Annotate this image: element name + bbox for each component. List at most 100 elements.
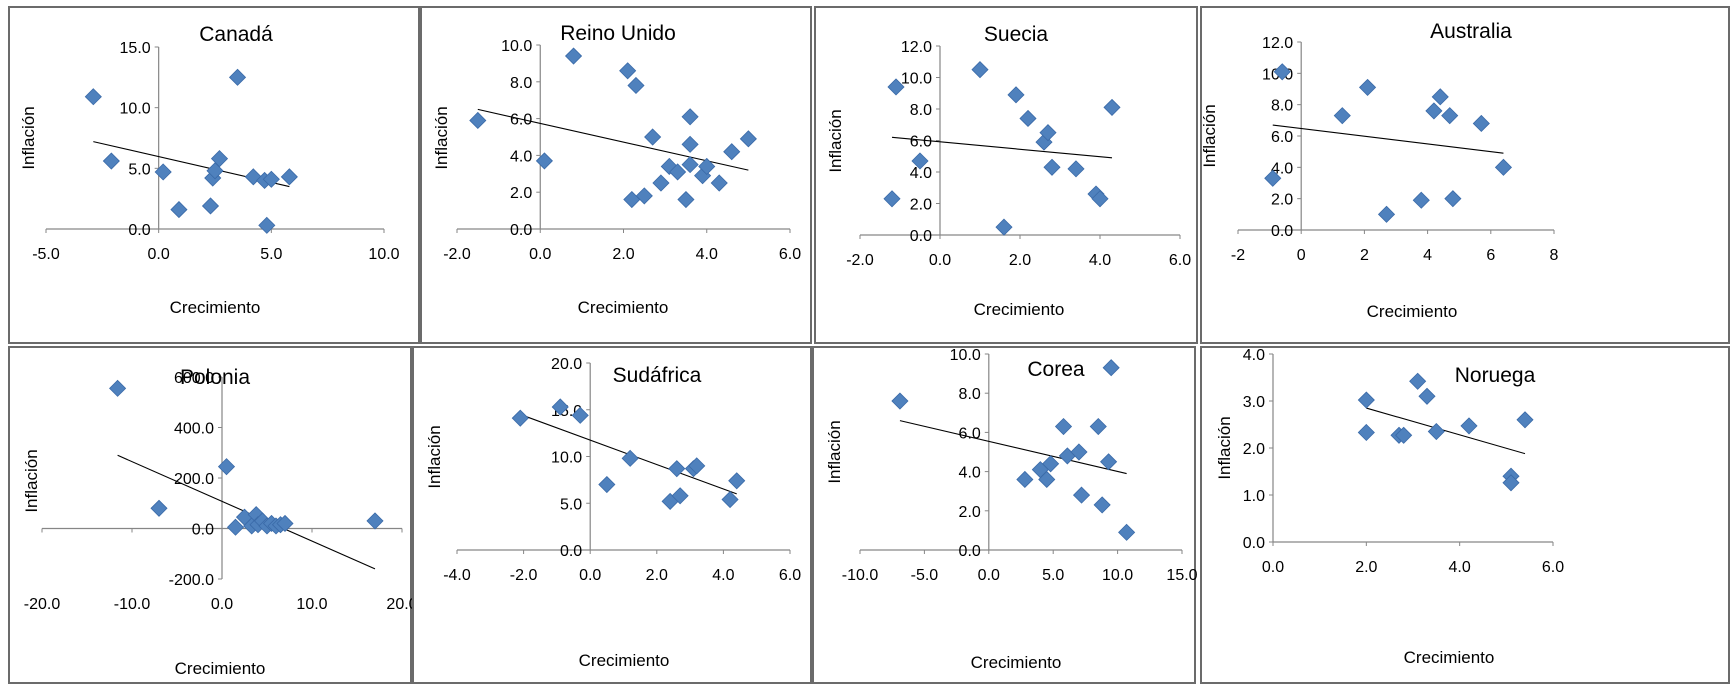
- data-point: [681, 156, 699, 174]
- y-tick-label: 2.0: [910, 197, 932, 214]
- y-axis-label: Inflación: [425, 425, 444, 488]
- y-tick-label: 8.0: [910, 102, 932, 119]
- scatter-chart-5: -200.0 0.0 200.0 400.0 600.0 -20.0 -10.0 0.0 10.…: [22, 366, 414, 678]
- chart-title: Canadá: [199, 23, 273, 46]
- data-point: [571, 406, 589, 424]
- scatter-chart-3: 0.0 2.0 4.0 6.0 8.0 10.0 12.0 -2.0 0.0 2.0 4.0 6.0 S…: [826, 23, 1191, 319]
- data-point: [1091, 190, 1109, 208]
- data-point: [971, 61, 989, 79]
- x-tick-label: -5.0: [32, 246, 60, 263]
- scatter-chart-4: 0.02.04.06.08.010.012.0-202468AustraliaC…: [1202, 20, 1559, 321]
- x-tick-label: 8: [1550, 247, 1559, 264]
- y-tick-label: 12.0: [901, 39, 932, 56]
- y-tick-label: 12.0: [1262, 35, 1293, 52]
- data-point: [1118, 523, 1136, 541]
- y-axis-label: Inflación: [432, 106, 451, 169]
- y-tick-label: 3.0: [1243, 394, 1265, 411]
- y-axis-label: Inflación: [826, 109, 845, 172]
- data-point: [627, 76, 645, 95]
- x-axis-label: Crecimiento: [175, 659, 266, 678]
- scatter-chart-1: 0.0 5.0 10.0 15.0 -5.0 0.0 5.0 10.0 Canadá Crecim…: [19, 23, 400, 317]
- data-point: [1357, 423, 1375, 442]
- data-point: [1264, 169, 1282, 187]
- data-point: [276, 514, 294, 533]
- data-point: [644, 128, 662, 146]
- x-tick-label: 2.0: [1355, 559, 1377, 576]
- y-axis-label: Inflación: [1215, 416, 1234, 479]
- x-tick-label: 6.0: [779, 246, 801, 263]
- data-point: [669, 163, 687, 181]
- data-point: [1377, 205, 1396, 223]
- chart-title: Sudáfrica: [613, 364, 702, 387]
- y-tick-label: 0.0: [1243, 535, 1265, 552]
- x-tick-label: -2: [1231, 247, 1245, 264]
- chart-panel-4: 0.02.04.06.08.010.012.0-202468AustraliaC…: [1200, 6, 1730, 344]
- scatter-chart-6: 0.05.010.015.020.0-4.0 -2.0 0.0 2.0 4.0 6.0Su…: [425, 356, 801, 670]
- x-tick-label: -2.0: [846, 252, 874, 269]
- data-point: [228, 68, 247, 86]
- x-tick-label: 15.0: [1166, 567, 1197, 584]
- data-point: [1103, 98, 1121, 116]
- y-tick-label: 10.0: [120, 101, 151, 118]
- data-point: [1460, 417, 1478, 435]
- x-tick-label: 5.0: [260, 246, 282, 263]
- data-point: [723, 143, 741, 161]
- data-point: [698, 157, 716, 176]
- data-point: [1427, 422, 1445, 441]
- x-axis-label: Crecimiento: [1367, 302, 1458, 321]
- data-point: [210, 150, 229, 168]
- data-point: [681, 135, 699, 153]
- x-axis-label: Crecimiento: [579, 651, 670, 670]
- x-tick-label: 5.0: [1042, 567, 1064, 584]
- x-tick-label: 2: [1360, 247, 1369, 264]
- y-tick-label: 20.0: [551, 356, 582, 373]
- x-tick-label: 4.0: [1089, 252, 1111, 269]
- x-tick-label: 6: [1486, 247, 1495, 264]
- y-tick-label: 4.0: [1243, 348, 1265, 364]
- y-tick-label: 0.0: [560, 543, 582, 560]
- data-point: [217, 458, 236, 476]
- chart-panel-6: 0.0 5.0 10.0 15.0 20.0 -4.0 -2.0 0.0 2.0 4.0 6.0 Su…: [412, 346, 812, 684]
- chart-panel-5: -200.0 0.0 200.0 400.0 600.0 -20.0 -10.0 0.0 10.…: [8, 346, 414, 684]
- data-point: [551, 398, 569, 416]
- data-point: [1502, 474, 1520, 492]
- data-point: [911, 152, 929, 170]
- data-point: [511, 409, 529, 427]
- scatter-chart-7: 0.0 2.0 4.0 6.0 8.0 10.0 -10.0 -5.0 0.0 5.0 10.0 15…: [825, 348, 1198, 672]
- y-tick-label: 4.0: [510, 148, 532, 165]
- y-tick-label: 2.0: [510, 185, 532, 202]
- data-point: [469, 111, 487, 130]
- y-tick-label: 2.0: [959, 504, 981, 521]
- chart-title: Suecia: [984, 23, 1049, 46]
- data-point: [258, 216, 276, 234]
- data-point: [1357, 391, 1375, 409]
- y-tick-label: 10.0: [501, 38, 532, 55]
- chart-panel-2: 0.0 2.0 4.0 6.0 8.0 10.0 -2.0 0.0 2.0 4.0 6.0 Reino…: [420, 6, 812, 344]
- y-tick-label: 4.0: [1271, 160, 1293, 177]
- data-point: [677, 190, 695, 209]
- data-point: [1472, 114, 1490, 133]
- x-tick-label: 4.0: [712, 567, 734, 584]
- x-tick-label: 10.0: [1102, 567, 1133, 584]
- data-point: [226, 518, 245, 536]
- x-tick-label: 0.0: [211, 596, 233, 613]
- data-point: [621, 449, 639, 467]
- y-tick-label: 8.0: [1271, 98, 1293, 115]
- data-point: [1100, 453, 1118, 471]
- data-point: [635, 187, 653, 205]
- data-point: [564, 47, 583, 65]
- data-point: [688, 457, 706, 475]
- data-point: [206, 162, 224, 180]
- x-tick-label: -10.0: [114, 596, 151, 613]
- data-point: [1042, 455, 1060, 473]
- y-tick-label: 8.0: [959, 386, 981, 403]
- data-point: [1358, 78, 1377, 96]
- data-point: [170, 201, 188, 219]
- chart-title: Australia: [1430, 20, 1512, 43]
- x-tick-label: 0.0: [529, 246, 551, 263]
- y-tick-label: 600.0: [174, 370, 214, 387]
- y-tick-label: 4.0: [910, 165, 932, 182]
- data-point: [652, 174, 670, 192]
- x-tick-label: -2.0: [510, 567, 538, 584]
- data-point: [102, 152, 120, 170]
